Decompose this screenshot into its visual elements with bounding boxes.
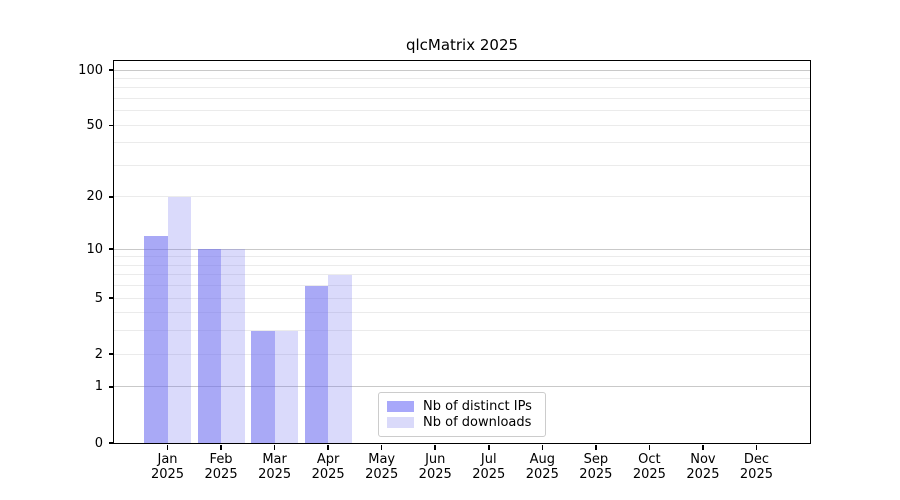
x-tick-label-nov: Nov 2025	[686, 452, 720, 482]
y-tick-100	[108, 69, 114, 71]
x-tick-label-jan: Jan 2025	[150, 452, 185, 482]
x-tick-dec	[755, 444, 758, 450]
bar-downloads-jan	[167, 196, 192, 443]
x-tick-label-feb: Feb 2025	[204, 452, 238, 482]
gridline-minor-90	[114, 77, 810, 79]
y-tick-label-20: 20	[86, 189, 103, 205]
y-tick-50	[108, 124, 114, 127]
x-tick-jul	[488, 444, 490, 450]
y-tick-label-50: 50	[86, 117, 103, 133]
gridline-minor-9	[114, 256, 810, 258]
y-tick-5	[108, 297, 114, 299]
gridline-minor-4	[114, 312, 810, 314]
x-tick-label-may: May 2025	[365, 452, 399, 482]
gridline-minor-3	[114, 330, 810, 332]
x-tick-label-aug: Aug 2025	[525, 452, 559, 482]
x-tick-mar	[273, 444, 276, 450]
gridline-minor-60	[114, 110, 810, 112]
gridline-minor-50	[114, 124, 810, 126]
legend-swatch-distinct-ips	[387, 400, 414, 412]
gridline-major-100	[114, 69, 810, 71]
y-tick-label-2: 2	[94, 346, 103, 362]
bar-distinct-ips-apr	[304, 285, 329, 443]
chart-title: qlcMatrix 2025	[405, 36, 519, 54]
x-tick-feb	[220, 444, 222, 450]
x-tick-jun	[434, 444, 436, 450]
gridline-minor-8	[114, 264, 810, 266]
y-tick-0	[108, 442, 114, 444]
legend-label-downloads: Nb of downloads	[423, 415, 532, 431]
gridline-minor-7	[114, 274, 810, 276]
legend-swatch-downloads	[387, 417, 414, 429]
y-tick-label-1: 1	[94, 379, 103, 395]
x-tick-apr	[327, 444, 329, 450]
x-tick-label-apr: Apr 2025	[311, 452, 345, 482]
y-tick-10	[108, 248, 114, 250]
y-tick-label-100: 100	[78, 62, 103, 78]
x-tick-label-sep: Sep 2025	[579, 452, 613, 482]
x-tick-label-oct: Oct 2025	[632, 452, 666, 482]
x-tick-label-mar: Mar 2025	[258, 452, 292, 482]
bar-downloads-feb	[221, 249, 245, 443]
bar-distinct-ips-feb	[197, 249, 222, 443]
legend-entry-downloads: Nb of downloads	[387, 415, 537, 430]
gridline-minor-40	[114, 142, 810, 144]
y-tick-1	[108, 386, 114, 388]
legend-label-distinct-ips: Nb of distinct IPs	[423, 398, 532, 414]
bar-distinct-ips-jan	[144, 235, 168, 443]
plot-area	[114, 61, 810, 443]
y-tick-label-5: 5	[94, 290, 103, 306]
x-tick-jan	[166, 444, 169, 450]
x-tick-label-jul: Jul 2025	[472, 452, 506, 482]
x-tick-label-jun: Jun 2025	[418, 452, 452, 482]
x-tick-label-dec: Dec 2025	[739, 452, 773, 482]
gridline-minor-20	[114, 196, 810, 198]
legend-entry-distinct-ips: Nb of distinct IPs	[387, 399, 537, 414]
y-tick-label-0: 0	[94, 435, 103, 451]
x-tick-nov	[702, 444, 704, 450]
gridline-minor-30	[114, 165, 810, 166]
x-tick-sep	[595, 444, 597, 450]
y-tick-20	[108, 196, 114, 198]
gridline-minor-80	[114, 87, 810, 89]
bar-downloads-apr	[328, 274, 352, 443]
legend: Nb of distinct IPs Nb of downloads	[378, 392, 546, 437]
bar-downloads-mar	[274, 330, 299, 443]
y-tick-2	[108, 353, 114, 355]
gridline-minor-5	[114, 297, 810, 299]
gridline-major-10	[114, 248, 810, 250]
bar-distinct-ips-mar	[251, 330, 275, 443]
x-tick-may	[380, 444, 383, 450]
gridline-minor-2	[114, 353, 810, 355]
x-tick-oct	[648, 444, 651, 450]
gridline-minor-6	[114, 285, 810, 287]
x-tick-aug	[541, 444, 544, 450]
gridline-major-1	[114, 386, 810, 388]
gridline-minor-70	[114, 98, 810, 100]
y-tick-label-10: 10	[86, 241, 103, 257]
